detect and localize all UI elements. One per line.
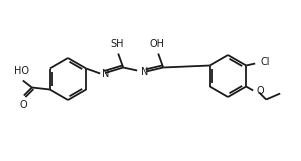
- Text: OH: OH: [150, 38, 165, 48]
- Text: Cl: Cl: [260, 57, 270, 66]
- Text: O: O: [19, 100, 26, 110]
- Text: O: O: [256, 85, 264, 95]
- Text: N: N: [102, 68, 110, 79]
- Text: HO: HO: [14, 66, 29, 76]
- Text: SH: SH: [110, 38, 124, 48]
- Text: N: N: [141, 66, 149, 76]
